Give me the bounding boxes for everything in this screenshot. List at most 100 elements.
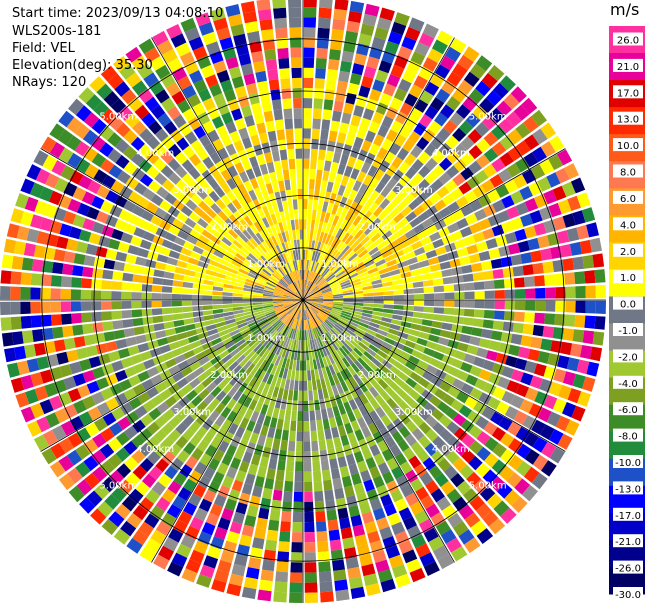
radar-gate <box>107 148 122 163</box>
radar-gate <box>287 348 293 360</box>
radar-gate <box>296 441 303 452</box>
radar-gate <box>292 229 297 241</box>
radar-gate <box>235 221 246 233</box>
radar-gate <box>50 314 62 326</box>
radar-gate <box>182 288 193 294</box>
radar-gate <box>276 561 289 573</box>
radar-gate <box>330 468 341 480</box>
radar-gate <box>313 480 323 492</box>
radar-gate <box>553 368 567 383</box>
radar-gate <box>125 336 137 347</box>
radar-gate <box>314 490 324 502</box>
radar-gate <box>307 370 312 381</box>
radar-gate <box>474 169 489 184</box>
radar-gate <box>201 212 213 224</box>
radar-gate <box>533 193 548 209</box>
radar-gate <box>338 403 347 415</box>
radar-gate <box>310 420 317 432</box>
radar-gate <box>507 146 523 162</box>
radar-gate <box>230 457 241 470</box>
radar-gate <box>330 328 339 338</box>
radar-gate <box>436 127 451 142</box>
radar-gate <box>306 270 310 281</box>
radar-gate <box>298 320 301 331</box>
radar-gate <box>424 81 440 96</box>
radar-gate <box>293 309 299 319</box>
radar-gate <box>235 367 246 379</box>
radar-gate <box>341 112 352 125</box>
radar-gate <box>458 529 475 545</box>
radar-gate <box>303 292 311 300</box>
radar-gate <box>254 475 265 488</box>
radar-gate <box>333 298 344 300</box>
radar-gate <box>232 402 243 414</box>
radar-gate <box>235 319 247 326</box>
radar-gate <box>330 549 344 561</box>
radar-gate <box>304 491 313 502</box>
radar-gate <box>283 302 294 307</box>
radar-gate <box>281 231 287 243</box>
radar-gate <box>442 315 454 323</box>
radar-gate <box>303 441 311 452</box>
radar-gate <box>188 470 202 484</box>
radar-gate <box>150 215 163 227</box>
colorbar-tick-background <box>613 270 643 284</box>
radar-gate <box>279 266 287 276</box>
radar-gate <box>572 329 585 343</box>
radar-gate <box>96 402 111 416</box>
radar-gate <box>463 308 475 317</box>
radar-gate <box>303 293 311 300</box>
radar-gate <box>514 311 525 322</box>
radar-gate <box>90 508 107 525</box>
radar-gate <box>535 287 546 299</box>
radar-gate <box>291 410 297 421</box>
radar-gate <box>231 332 242 341</box>
radar-gate <box>358 207 368 218</box>
radar-gate <box>290 250 295 261</box>
radar-gate <box>347 223 356 235</box>
radar-gate <box>369 466 381 479</box>
radar-gate <box>283 108 293 120</box>
radar-gate <box>260 569 274 582</box>
radar-gate <box>246 420 256 432</box>
radar-gate <box>258 507 270 520</box>
radar-gate <box>468 145 483 160</box>
radar-gate <box>33 150 49 167</box>
radar-gate <box>320 211 326 222</box>
radar-gate <box>26 228 40 243</box>
radar-gate <box>265 539 277 551</box>
radar-gate <box>209 219 220 230</box>
radar-gate <box>329 396 338 408</box>
radar-gate <box>168 225 181 236</box>
radar-gate <box>212 300 223 305</box>
radar-gate <box>178 510 193 525</box>
radar-gate <box>336 372 345 383</box>
radar-gate <box>209 370 221 381</box>
radar-gate <box>235 338 246 348</box>
radar-gate <box>41 136 57 153</box>
radar-gate <box>483 310 495 319</box>
radar-gate <box>243 73 256 86</box>
radar-gate <box>419 552 436 567</box>
radar-gate <box>85 243 98 256</box>
radar-gate <box>174 354 186 364</box>
radar-gate <box>199 564 215 579</box>
radar-gate <box>364 521 378 534</box>
radar-gate <box>169 185 183 198</box>
radar-gate <box>87 406 102 421</box>
radar-gate <box>246 226 256 238</box>
radar-gate <box>15 392 30 408</box>
radar-gate <box>182 281 194 289</box>
radar-gate <box>423 561 440 576</box>
radar-gate <box>251 485 263 498</box>
radar-gate <box>318 368 324 379</box>
radar-gate <box>585 300 596 314</box>
radar-gate <box>353 408 363 420</box>
radar-gate <box>263 289 274 294</box>
radar-gate <box>322 387 329 399</box>
radar-gate <box>166 334 178 344</box>
radar-gate <box>24 344 37 359</box>
radar-gate <box>69 361 82 375</box>
radar-gate <box>111 486 127 503</box>
radar-gate <box>393 360 405 371</box>
